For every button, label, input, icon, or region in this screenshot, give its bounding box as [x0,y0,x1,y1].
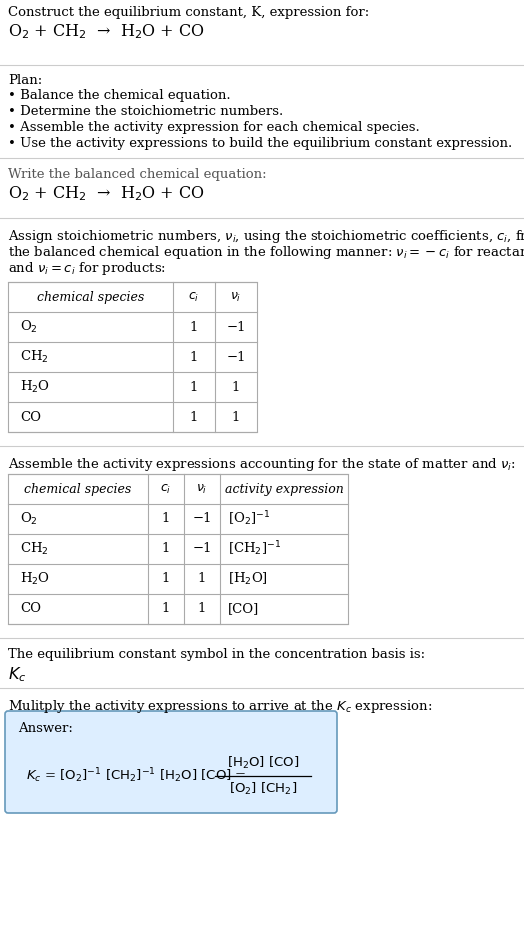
Text: Construct the equilibrium constant, K, expression for:: Construct the equilibrium constant, K, e… [8,6,369,19]
Text: −1: −1 [226,350,246,363]
Text: [CH$_2$]$^{-1}$: [CH$_2$]$^{-1}$ [228,540,281,558]
Text: −1: −1 [226,321,246,333]
Text: 1: 1 [190,321,198,333]
Text: CH$_2$: CH$_2$ [20,541,49,557]
Text: Write the balanced chemical equation:: Write the balanced chemical equation: [8,168,267,181]
Bar [8,474,348,624]
Text: $c_i$: $c_i$ [160,482,172,495]
Text: 1: 1 [162,603,170,616]
Text: CO: CO [20,411,41,423]
Text: $[\mathrm{O_2}]$ $[\mathrm{CH_2}]$: $[\mathrm{O_2}]$ $[\mathrm{CH_2}]$ [229,781,297,797]
Text: Answer:: Answer: [18,722,73,735]
Text: 1: 1 [162,572,170,586]
Text: $K_c$: $K_c$ [8,665,26,683]
Text: The equilibrium constant symbol in the concentration basis is:: The equilibrium constant symbol in the c… [8,648,425,661]
Text: −1: −1 [192,543,212,555]
Text: O$_2$ + CH$_2$  →  H$_2$O + CO: O$_2$ + CH$_2$ → H$_2$O + CO [8,184,205,203]
Text: the balanced chemical equation in the following manner: $\nu_i = -c_i$ for react: the balanced chemical equation in the fo… [8,244,524,261]
Text: chemical species: chemical species [25,482,132,495]
Text: 1: 1 [190,411,198,423]
Text: −1: −1 [192,512,212,526]
Text: Assemble the activity expressions accounting for the state of matter and $\nu_i$: Assemble the activity expressions accoun… [8,456,516,473]
Text: $\nu_i$: $\nu_i$ [196,482,208,495]
Bar [8,282,257,432]
Text: 1: 1 [198,603,206,616]
Text: and $\nu_i = c_i$ for products:: and $\nu_i = c_i$ for products: [8,260,166,277]
Text: $[\mathrm{H_2O}]$ $[\mathrm{CO}]$: $[\mathrm{H_2O}]$ $[\mathrm{CO}]$ [227,755,299,771]
Text: O$_2$: O$_2$ [20,319,38,335]
Text: O$_2$: O$_2$ [20,511,38,527]
Text: 1: 1 [190,350,198,363]
Text: $\nu_i$: $\nu_i$ [231,290,242,304]
Text: Mulitply the activity expressions to arrive at the $K_c$ expression:: Mulitply the activity expressions to arr… [8,698,432,715]
Text: H$_2$O: H$_2$O [20,379,50,395]
Text: [O$_2$]$^{-1}$: [O$_2$]$^{-1}$ [228,510,270,529]
Text: [H$_2$O]: [H$_2$O] [228,571,268,587]
Text: H$_2$O: H$_2$O [20,571,50,587]
FancyBboxPatch shape [5,711,337,813]
Text: • Balance the chemical equation.: • Balance the chemical equation. [8,89,231,102]
Text: [CO]: [CO] [228,603,259,616]
Text: • Use the activity expressions to build the equilibrium constant expression.: • Use the activity expressions to build … [8,137,512,150]
Text: $K_c$ = $[\mathrm{O_2}]^{-1}$ $[\mathrm{CH_2}]^{-1}$ $[\mathrm{H_2O}]$ $[\mathrm: $K_c$ = $[\mathrm{O_2}]^{-1}$ $[\mathrm{… [26,767,247,786]
Text: Plan:: Plan: [8,74,42,87]
Text: 1: 1 [232,411,240,423]
Text: 1: 1 [162,512,170,526]
Text: 1: 1 [232,381,240,394]
Text: CH$_2$: CH$_2$ [20,349,49,365]
Text: • Determine the stoichiometric numbers.: • Determine the stoichiometric numbers. [8,105,283,118]
Text: 1: 1 [198,572,206,586]
Text: Assign stoichiometric numbers, $\nu_i$, using the stoichiometric coefficients, $: Assign stoichiometric numbers, $\nu_i$, … [8,228,524,245]
Text: CO: CO [20,603,41,616]
Text: 1: 1 [190,381,198,394]
Text: • Assemble the activity expression for each chemical species.: • Assemble the activity expression for e… [8,121,420,134]
Text: chemical species: chemical species [37,290,144,304]
Text: $c_i$: $c_i$ [188,290,200,304]
Text: O$_2$ + CH$_2$  →  H$_2$O + CO: O$_2$ + CH$_2$ → H$_2$O + CO [8,22,205,41]
Text: 1: 1 [162,543,170,555]
Text: activity expression: activity expression [225,482,343,495]
